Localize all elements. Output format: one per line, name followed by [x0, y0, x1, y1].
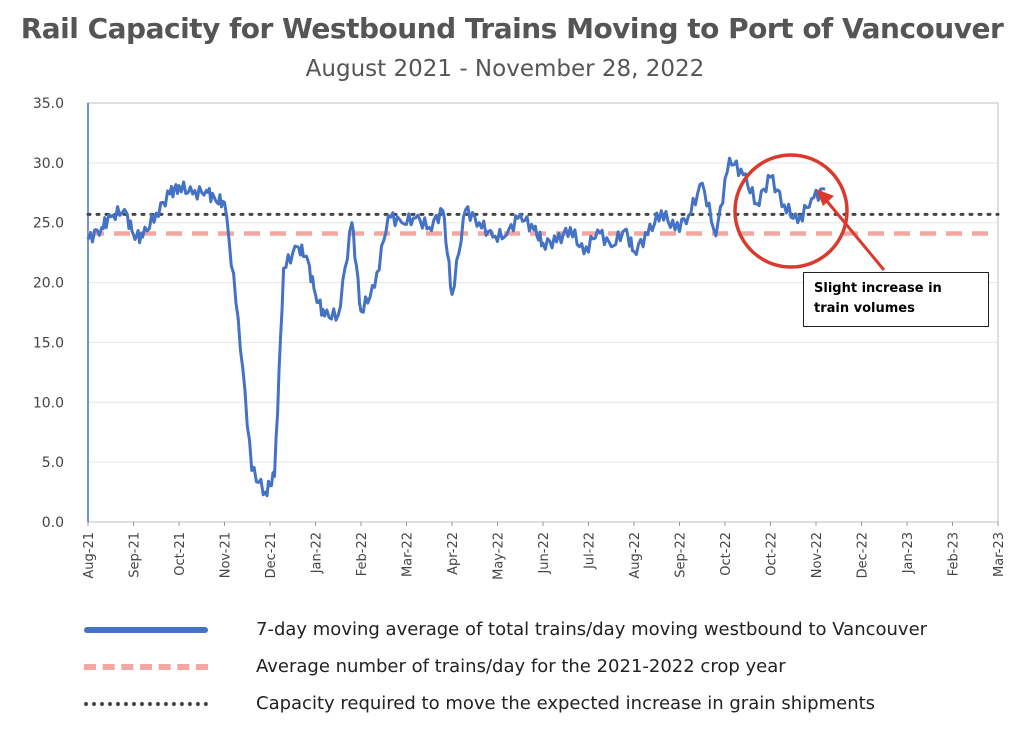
chart-title: Rail Capacity for Westbound Trains Movin…: [20, 12, 1004, 45]
reference-lines: [86, 212, 1000, 236]
x-tick-label: Oct-22: [719, 532, 734, 576]
legend-item-capacity-required: Capacity required to move the expected i…: [84, 691, 1014, 721]
x-tick-label: Aug-22: [628, 532, 643, 579]
x-tick-label: Jun-22: [537, 532, 552, 575]
y-tick-label: 5.0: [42, 455, 64, 471]
callout-arrow-line: [824, 199, 886, 271]
legend-item-crop-year-average: Average number of trains/day for the 202…: [84, 654, 1014, 684]
chart-subtitle: August 2021 - November 28, 2022: [305, 56, 705, 82]
axes: [87, 102, 999, 526]
x-tick-label: May-22: [492, 532, 507, 580]
x-tick-label: Jan-23: [901, 532, 916, 574]
x-tick-label: Dec-22: [856, 532, 871, 578]
y-tick-label: 20.0: [33, 276, 64, 292]
x-tick-label: Nov-22: [810, 532, 825, 578]
x-tick-label: Sep-21: [128, 532, 143, 578]
x-tick-label: Jul-22: [583, 532, 598, 570]
highlight-circle: [733, 153, 849, 269]
x-tick-label: Jan-22: [310, 532, 325, 574]
x-tick-label: Nov-21: [219, 532, 234, 578]
x-tick-label: Mar-22: [401, 532, 416, 577]
callout-arrow-head: [816, 189, 834, 206]
series: [86, 156, 826, 498]
x-tick-label: Oct-21: [173, 532, 188, 576]
legend-label: 7-day moving average of total trains/day…: [256, 619, 928, 640]
callout-box: Slight increase in train volumes: [803, 272, 989, 327]
x-tick-label: Feb-22: [355, 532, 370, 576]
x-tick-label: Oct-22: [765, 532, 780, 576]
y-tick-label: 10.0: [33, 395, 64, 411]
legend-swatch-dotted: [84, 702, 208, 706]
x-tick-label: Apr-22: [446, 532, 461, 575]
y-tick-labels: 0.0 5.0 10.0 15.0 20.0 25.0 30.0 35.0: [33, 96, 64, 531]
y-tick-label: 30.0: [33, 156, 64, 172]
legend-swatch-solid: [84, 627, 208, 633]
x-tick-label: Sep-22: [674, 532, 689, 578]
legend-label: Capacity required to move the expected i…: [256, 693, 876, 714]
y-tick-label: 15.0: [33, 335, 64, 351]
x-tick-label: Dec-21: [264, 532, 279, 578]
annotation: [733, 153, 886, 271]
y-tick-label: 25.0: [33, 216, 64, 232]
legend-swatch-dashed: [84, 664, 208, 670]
y-tick-label: 35.0: [33, 96, 64, 112]
x-tick-label: Aug-21: [82, 532, 97, 579]
y-tick-label: 0.0: [42, 515, 64, 531]
legend-item-moving-average: 7-day moving average of total trains/day…: [84, 617, 1014, 647]
x-tick-label: Mar-23: [992, 532, 1007, 577]
moving-average-line: [86, 156, 826, 498]
x-tick-label: Feb-23: [947, 532, 962, 576]
legend-label: Average number of trains/day for the 202…: [256, 656, 786, 677]
x-tick-labels: Aug-21 Sep-21 Oct-21 Nov-21 Dec-21 Jan-22 Feb-…: [82, 532, 1007, 580]
